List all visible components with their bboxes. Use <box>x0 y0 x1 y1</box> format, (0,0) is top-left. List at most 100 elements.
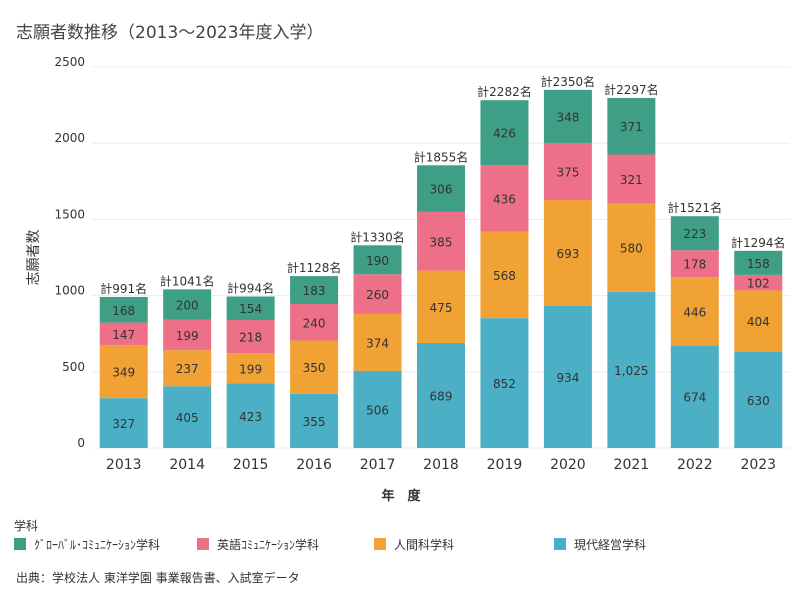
bar-segment <box>163 289 212 320</box>
legend-item: 現代経営学科 <box>554 537 647 552</box>
data-label: 355 <box>303 415 326 429</box>
data-label: 200 <box>176 299 199 313</box>
x-tick-label: 2014 <box>169 457 205 473</box>
x-axis-label: 年 度 <box>381 488 421 504</box>
bar-segment <box>670 216 719 251</box>
data-label: 371 <box>620 120 643 134</box>
data-label: 375 <box>556 165 579 179</box>
data-label: 190 <box>366 254 389 268</box>
y-axis-label: 志願者数 <box>26 230 42 286</box>
bar-segment <box>734 274 783 291</box>
bar-segment <box>480 318 529 448</box>
y-tick-label: 500 <box>62 360 85 374</box>
y-tick-label: 1000 <box>54 284 85 298</box>
data-label: 199 <box>176 329 199 343</box>
x-tick-label: 2020 <box>550 457 586 473</box>
bar-segment <box>353 313 402 371</box>
data-label: 168 <box>112 304 135 318</box>
bar-segment <box>670 345 719 448</box>
bar-segment <box>226 296 275 320</box>
data-label: 674 <box>683 391 706 405</box>
data-label: 260 <box>366 288 389 302</box>
total-label: 計994名 <box>227 281 274 296</box>
bar-segment <box>417 342 465 448</box>
x-tick-label: 2021 <box>614 457 650 473</box>
chart-title: 志願者数推移（2013〜2023年度入学） <box>16 23 324 43</box>
data-label: 223 <box>683 227 706 241</box>
bar-segment <box>99 322 148 345</box>
data-label: 423 <box>239 410 262 424</box>
bar-segment <box>734 290 783 352</box>
legend-item: ｸﾞﾛｰﾊﾞﾙ･ｺﾐｭﾆｹｰｼｮﾝ学科 <box>14 537 161 552</box>
bar-segment <box>607 203 656 292</box>
data-label: 934 <box>556 371 579 385</box>
legend-label: ｸﾞﾛｰﾊﾞﾙ･ｺﾐｭﾆｹｰｼｮﾝ学科 <box>34 537 161 552</box>
bar-segment <box>607 97 656 155</box>
data-label: 404 <box>747 315 770 329</box>
stacked-bar-chart: 0 500 1000 1500 2000 2500 志願者数 327 349 147 168 計991… <box>26 55 790 504</box>
data-label: 348 <box>556 110 579 124</box>
bar-segment <box>480 231 529 319</box>
data-label: 327 <box>112 417 135 431</box>
data-label: 852 <box>493 377 516 391</box>
bar-segment <box>734 250 783 275</box>
bar-segment <box>163 350 212 387</box>
data-label: 102 <box>747 277 770 291</box>
total-label: 計2297名 <box>604 82 659 97</box>
bar-segment <box>163 319 212 351</box>
bar-segment <box>543 142 592 201</box>
legend-swatch <box>14 538 26 550</box>
data-label: 158 <box>747 257 770 271</box>
bar-segment <box>226 383 275 448</box>
legend-swatch <box>197 538 209 550</box>
legend-title: 学科 <box>14 519 39 533</box>
bar-segment <box>543 305 592 448</box>
bar-segment <box>417 270 465 343</box>
x-tick-label: 2013 <box>106 457 142 473</box>
legend: 学科 ｸﾞﾛｰﾊﾞﾙ･ｺﾐｭﾆｹｰｼｮﾝ学科 英語ｺﾐｭﾆｹｰｼｮﾝ学科 人間科学科… <box>14 517 794 557</box>
legend-swatch <box>374 538 386 550</box>
data-label: 506 <box>366 403 389 417</box>
data-label: 147 <box>112 328 135 342</box>
x-tick-label: 2018 <box>423 457 459 473</box>
bar-segment <box>290 340 339 394</box>
data-label: 568 <box>493 269 516 283</box>
x-tick-label: 2019 <box>487 457 523 473</box>
bar-segment <box>290 276 339 304</box>
bar-segment <box>607 154 656 204</box>
data-label: 405 <box>176 411 199 425</box>
total-label: 計1128名 <box>287 260 342 275</box>
data-label: 218 <box>239 331 262 345</box>
legend-item: 人間科学科 <box>374 537 455 552</box>
bar-segment <box>607 291 656 448</box>
legend-swatch <box>554 538 566 550</box>
bar-segment <box>226 353 275 384</box>
bar-segment <box>417 211 465 271</box>
bar-segment <box>480 165 529 232</box>
legend-label: 人間科学科 <box>394 537 455 552</box>
data-label: 306 <box>430 183 453 197</box>
bar-segment <box>543 89 592 143</box>
bar-segment <box>290 393 339 448</box>
data-label: 350 <box>303 361 326 375</box>
data-label: 1,025 <box>614 364 648 378</box>
bar-segment <box>99 296 148 323</box>
x-tick-label: 2023 <box>740 457 776 473</box>
x-tick-label: 2015 <box>233 457 269 473</box>
total-label: 計2350名 <box>541 74 596 89</box>
total-label: 計1855名 <box>414 149 469 164</box>
data-label: 154 <box>239 302 262 316</box>
y-tick-label: 0 <box>77 436 85 450</box>
data-label: 199 <box>239 362 262 376</box>
bar-segment <box>670 277 719 346</box>
data-label: 240 <box>303 316 326 330</box>
x-tick-label: 2022 <box>677 457 713 473</box>
bar-segment <box>163 386 212 448</box>
legend-label: 現代経営学科 <box>574 537 647 552</box>
total-label: 計1521名 <box>668 200 723 215</box>
data-label: 385 <box>430 235 453 249</box>
data-label: 349 <box>112 366 135 380</box>
bar-segment <box>290 303 339 341</box>
x-tick-label: 2017 <box>360 457 396 473</box>
bar-segment <box>226 319 275 354</box>
